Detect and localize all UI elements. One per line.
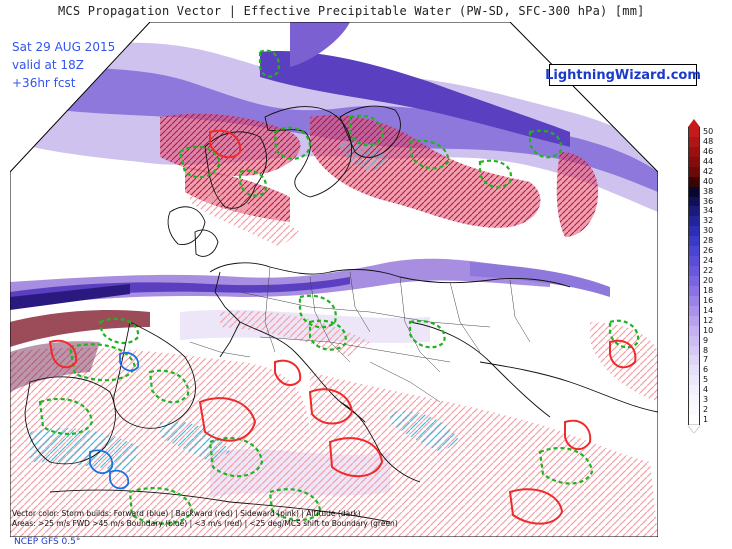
colorbar-tick-label: 20 [703, 275, 714, 285]
colorbar-tick-label: 9 [703, 335, 709, 345]
colorbar-min-arrow [688, 425, 700, 433]
colorbar-segment [688, 305, 700, 317]
forecast-hour-label: +36hr fcst [12, 76, 76, 90]
colorbar-tick-label: 2 [703, 405, 709, 415]
colorbar-tick-label: 38 [703, 186, 714, 196]
colorbar-segment [688, 285, 700, 297]
colorbar [688, 119, 700, 433]
colorbar-tick-label: 34 [703, 206, 714, 216]
colorbar-segment [688, 216, 700, 227]
colorbar-tick-label: 18 [703, 285, 714, 295]
colorbar-segment [688, 385, 700, 396]
date-label: Sat 29 AUG 2015 [12, 40, 116, 54]
colorbar-segment [688, 236, 700, 247]
colorbar-tick-label: 32 [703, 216, 714, 226]
colorbar-segment [688, 186, 700, 198]
colorbar-tick-label: 40 [703, 176, 714, 186]
colorbar-segment [688, 156, 700, 168]
map-canvas [9, 21, 659, 538]
borders [189, 266, 531, 403]
colorbar-tick-label: 44 [703, 156, 714, 166]
colorbar-segment [688, 295, 700, 307]
colorbar-segment [688, 415, 700, 426]
colorbar-segment [688, 335, 700, 347]
colorbar-tick-label: 28 [703, 236, 714, 246]
colorbar-tick-label: 5 [703, 375, 709, 385]
colorbar-tick-label: 7 [703, 355, 709, 365]
colorbar-tick-label: 14 [703, 305, 714, 315]
blue-contours [89, 352, 140, 490]
brand-logo: LightningWizard.com [545, 64, 701, 86]
colorbar-segment [688, 276, 700, 287]
colorbar-segment [688, 266, 700, 277]
colorbar-segment [688, 246, 700, 257]
colorbar-segment [688, 256, 700, 267]
colorbar-segment [688, 405, 700, 416]
colorbar-segment [688, 355, 700, 366]
colorbar-segment [688, 196, 700, 207]
colorbar-tick-label: 4 [703, 385, 709, 395]
green-contours [38, 49, 640, 525]
colorbar-tick-label: 12 [703, 315, 714, 325]
valid-time-label: valid at 18Z [12, 58, 84, 72]
legend-line-1: Vector color: Storm builds: Forward (blu… [12, 509, 361, 518]
colorbar-tick-label: 24 [703, 256, 714, 266]
colorbar-tick-label: 48 [703, 136, 714, 146]
colorbar-tick-label: 16 [703, 295, 714, 305]
colorbar-tick-label: 22 [703, 266, 714, 276]
colorbar-tick-label: 26 [703, 246, 714, 256]
colorbar-segment [688, 206, 700, 217]
colorbar-tick-label: 36 [703, 196, 714, 206]
colorbar-segment [688, 136, 700, 148]
coastlines [24, 105, 658, 523]
colorbar-segment [688, 176, 700, 188]
red-contours [48, 129, 637, 525]
colorbar-segment [688, 395, 700, 406]
colorbar-segment [688, 325, 700, 337]
colorbar-segment [688, 315, 700, 327]
colorbar-tick-label: 6 [703, 365, 709, 375]
colorbar-segment [688, 345, 700, 356]
chart-title: MCS Propagation Vector | Effective Preci… [58, 4, 645, 18]
map-field [10, 22, 658, 537]
colorbar-tick-label: 50 [703, 126, 714, 136]
colorbar-tick-label: 3 [703, 395, 709, 405]
colorbar-segment [688, 365, 700, 376]
colorbar-tick-label: 1 [703, 415, 709, 425]
colorbar-tick-label: 8 [703, 345, 709, 355]
map-panel [9, 21, 659, 538]
colorbar-max-arrow [688, 119, 700, 127]
colorbar-segment [688, 127, 700, 138]
colorbar-tick-label: 42 [703, 166, 714, 176]
legend-line-2: Areas: >25 m/s FWD >45 m/s Boundary (blu… [12, 519, 398, 528]
colorbar-segment [688, 166, 700, 178]
colorbar-segment [688, 375, 700, 386]
colorbar-tick-label: 46 [703, 146, 714, 156]
colorbar-tick-label: 10 [703, 325, 714, 335]
colorbar-segment [688, 226, 700, 237]
model-label: NCEP GFS 0.5° [14, 537, 81, 547]
colorbar-tick-label: 30 [703, 226, 714, 236]
map-legend: Vector color: Storm builds: Forward (blu… [12, 509, 398, 529]
colorbar-segment [688, 146, 700, 158]
